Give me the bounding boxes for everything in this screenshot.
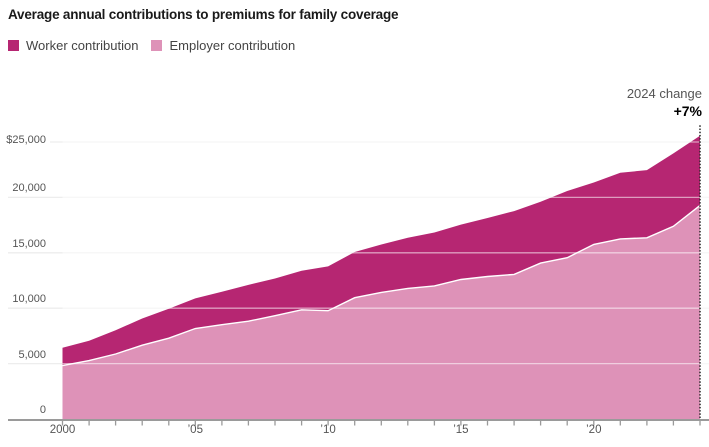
legend-item-worker: Worker contribution (8, 38, 138, 53)
y-axis-label: 5,000 (18, 348, 46, 361)
x-axis-label: ’05 (187, 424, 203, 436)
y-axis-label: 20,000 (12, 182, 46, 195)
y-axis-label: 10,000 (12, 293, 46, 306)
legend: Worker contribution Employer contributio… (8, 38, 295, 53)
x-axis-label: 2000 (49, 424, 76, 436)
x-axis-label: ’10 (320, 424, 336, 436)
legend-label-worker: Worker contribution (26, 38, 139, 53)
y-axis-label: 15,000 (12, 237, 46, 250)
x-axis-label: ’20 (586, 424, 602, 436)
x-axis-label: ’15 (453, 424, 469, 436)
change-annotation: 2024 change +7% (627, 86, 702, 119)
y-axis-label: 0 (39, 404, 46, 416)
y-axis-label: $25,000 (6, 134, 46, 146)
worker-swatch-icon (8, 40, 19, 51)
chart-title: Average annual contributions to premiums… (8, 7, 399, 22)
change-annotation-value: +7% (673, 103, 702, 119)
legend-item-employer: Employer contribution (151, 38, 295, 53)
employer-contribution-area (62, 205, 700, 419)
legend-label-employer: Employer contribution (169, 38, 296, 53)
employer-swatch-icon (151, 40, 163, 51)
series-separator-line (62, 204, 701, 367)
change-annotation-label: 2024 change (626, 86, 702, 101)
